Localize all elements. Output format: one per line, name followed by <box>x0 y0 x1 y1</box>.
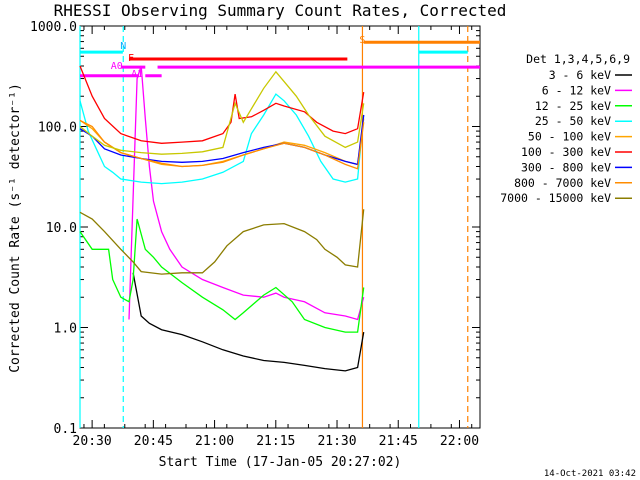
flag-bars <box>80 40 480 78</box>
legend-item-label: 12 - 25 keV <box>535 99 611 113</box>
legend-item-label: 50 - 100 keV <box>528 130 611 144</box>
plot-frame <box>79 25 481 429</box>
legend-header: Det 1,3,4,5,6,9 <box>526 52 630 66</box>
legend-item-label: 6 - 12 keV <box>542 83 611 97</box>
y-tick-label: 1.0 <box>54 322 77 337</box>
x-tick-label: 21:45 <box>379 434 418 449</box>
series-lines <box>79 65 365 372</box>
y-tick-label: 1000.0 <box>30 20 77 35</box>
legend-item-label: 300 - 800 keV <box>521 160 611 174</box>
x-tick-label: 20:30 <box>73 434 112 449</box>
flag-annotation-label: F <box>128 53 134 64</box>
x-tick-label: 20:45 <box>134 434 173 449</box>
axis-ticks <box>80 25 480 429</box>
plot-area: NF A0 A1 S <box>79 25 481 429</box>
vertical-markers <box>79 26 469 428</box>
flag-annotation-label: A1 <box>131 69 143 80</box>
legend-item-label: 100 - 300 keV <box>521 145 611 159</box>
x-tick-label: 21:00 <box>195 434 234 449</box>
y-axis-label: Corrected Count Rate (s⁻¹ detector⁻¹) <box>8 83 23 373</box>
series-line <box>128 65 365 321</box>
legend-item-label: 800 - 7000 keV <box>514 176 611 190</box>
flag-annotation-label: N <box>120 41 126 52</box>
legend-item-label: 7000 - 15000 keV <box>500 191 611 205</box>
x-tick-labels: 20:30 20:45 21:00 21:15 21:30 21:45 22:00 <box>73 434 479 449</box>
series-line <box>79 209 365 275</box>
chart-title: RHESSI Observing Summary Count Rates, Co… <box>54 1 507 20</box>
series-line <box>79 70 365 155</box>
flag-annotation-label: S <box>359 35 365 46</box>
legend-item-label: 3 - 6 keV <box>549 68 611 82</box>
y-tick-label: 10.0 <box>46 221 77 236</box>
legend-item-label: 25 - 50 keV <box>535 114 611 128</box>
x-axis-label: Start Time (17-Jan-05 20:27:02) <box>159 455 402 470</box>
timestamp-stamp: 14-Oct-2021 03:42 <box>544 469 636 479</box>
x-tick-label: 21:30 <box>317 434 356 449</box>
series-line <box>79 114 365 166</box>
x-tick-label: 22:00 <box>440 434 479 449</box>
x-tick-label: 21:15 <box>256 434 295 449</box>
flag-annotations: NF A0 A1 S <box>111 35 366 80</box>
y-tick-labels: 0.1 1.0 10.0 100.0 1000.0 <box>30 20 77 437</box>
series-line <box>79 65 365 144</box>
y-tick-label: 0.1 <box>54 422 77 437</box>
series-line <box>79 218 365 333</box>
flag-annotation-label: A0 <box>111 61 123 72</box>
series-line <box>79 93 365 185</box>
series-line <box>132 272 365 372</box>
y-tick-label: 100.0 <box>38 121 77 136</box>
